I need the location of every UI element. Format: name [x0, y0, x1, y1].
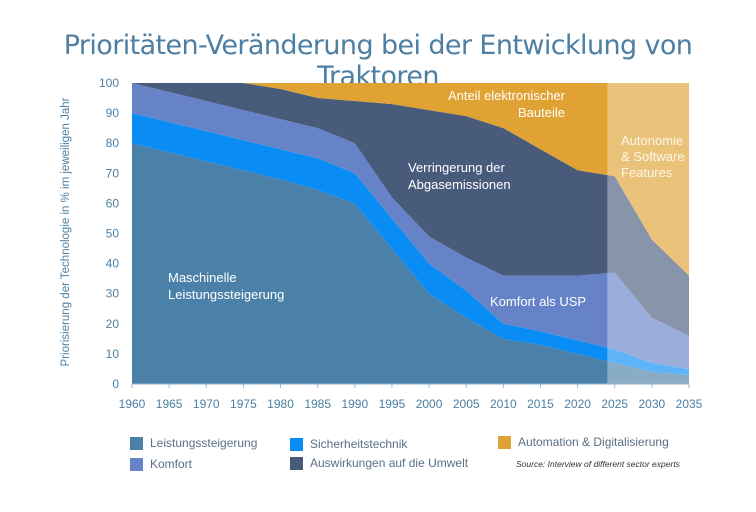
- legend-label: Automation & Digitalisierung: [518, 435, 669, 449]
- chart-title: Prioritäten-Veränderung bei der Entwickl…: [63, 30, 693, 92]
- legend-label: Sicherheitstechnik: [310, 437, 408, 451]
- y-tick-label: 100: [99, 76, 119, 90]
- x-tick-label: 1970: [193, 397, 220, 411]
- legend-item-leistungssteigerung: Leistungssteigerung: [130, 436, 257, 450]
- y-tick-label: 30: [106, 287, 120, 301]
- x-tick-label: 1960: [119, 397, 146, 411]
- legend-item-sicherheitstechnik: Sicherheitstechnik: [290, 437, 407, 451]
- y-tick-label: 0: [112, 377, 119, 391]
- x-tick-label: 1985: [304, 397, 331, 411]
- annotation-label: Anteil elektronischer Bauteile: [448, 88, 566, 120]
- x-tick-label: 1995: [379, 397, 406, 411]
- area-auswirkungen-auf-die-umwelt: [132, 83, 689, 336]
- source-note: Source: Interview of different sector ex…: [516, 459, 680, 469]
- y-tick-label: 60: [106, 196, 120, 210]
- area-sicherheitstechnik: [132, 113, 689, 375]
- legend-item-umwelt: Auswirkungen auf die Umwelt: [290, 456, 468, 470]
- legend-swatch: [290, 437, 303, 451]
- legend-swatch: [130, 457, 143, 471]
- annotation-label: Autonomie & Software Features: [621, 133, 685, 180]
- y-tick-label: 20: [106, 317, 120, 331]
- x-tick-label: 2010: [490, 397, 517, 411]
- y-tick-label: 70: [106, 166, 120, 180]
- area-komfort: [132, 83, 689, 369]
- y-tick-label: 40: [106, 257, 120, 271]
- x-tick-label: 2025: [601, 397, 628, 411]
- y-tick-label: 80: [106, 136, 120, 150]
- x-tick-label: 1990: [341, 397, 368, 411]
- x-tick-label: 2035: [676, 397, 703, 411]
- x-tick-label: 2020: [564, 397, 591, 411]
- annotation-label: Verringerung der Abgasemissionen: [408, 160, 511, 192]
- x-tick-label: 1980: [267, 397, 294, 411]
- y-tick-label: 90: [106, 106, 120, 120]
- area-automation-digitalisierung: [132, 83, 689, 276]
- x-tick-label: 1975: [230, 397, 257, 411]
- annotation-label: Maschinelle Leistungssteigerung: [168, 270, 284, 302]
- legend-swatch: [130, 436, 143, 450]
- x-tick-label: 1965: [156, 397, 183, 411]
- area-leistungssteigerung: [132, 143, 689, 384]
- forecast-overlay: [607, 83, 689, 384]
- x-tick-label: 2030: [639, 397, 666, 411]
- legend-item-automation: Automation & Digitalisierung: [498, 435, 669, 449]
- legend-label: Komfort: [150, 457, 193, 471]
- legend-label: Auswirkungen auf die Umwelt: [310, 456, 469, 470]
- annotation-label: Komfort als USP: [490, 294, 586, 309]
- y-tick-label: 50: [106, 227, 120, 241]
- y-tick-label: 10: [106, 347, 120, 361]
- legend-swatch: [290, 456, 303, 470]
- x-tick-label: 2015: [527, 397, 554, 411]
- legend-label: Leistungssteigerung: [150, 436, 258, 450]
- x-tick-label: 2005: [453, 397, 480, 411]
- legend-item-komfort: Komfort: [130, 457, 192, 471]
- x-tick-label: 2000: [416, 397, 443, 411]
- legend-swatch: [498, 435, 511, 449]
